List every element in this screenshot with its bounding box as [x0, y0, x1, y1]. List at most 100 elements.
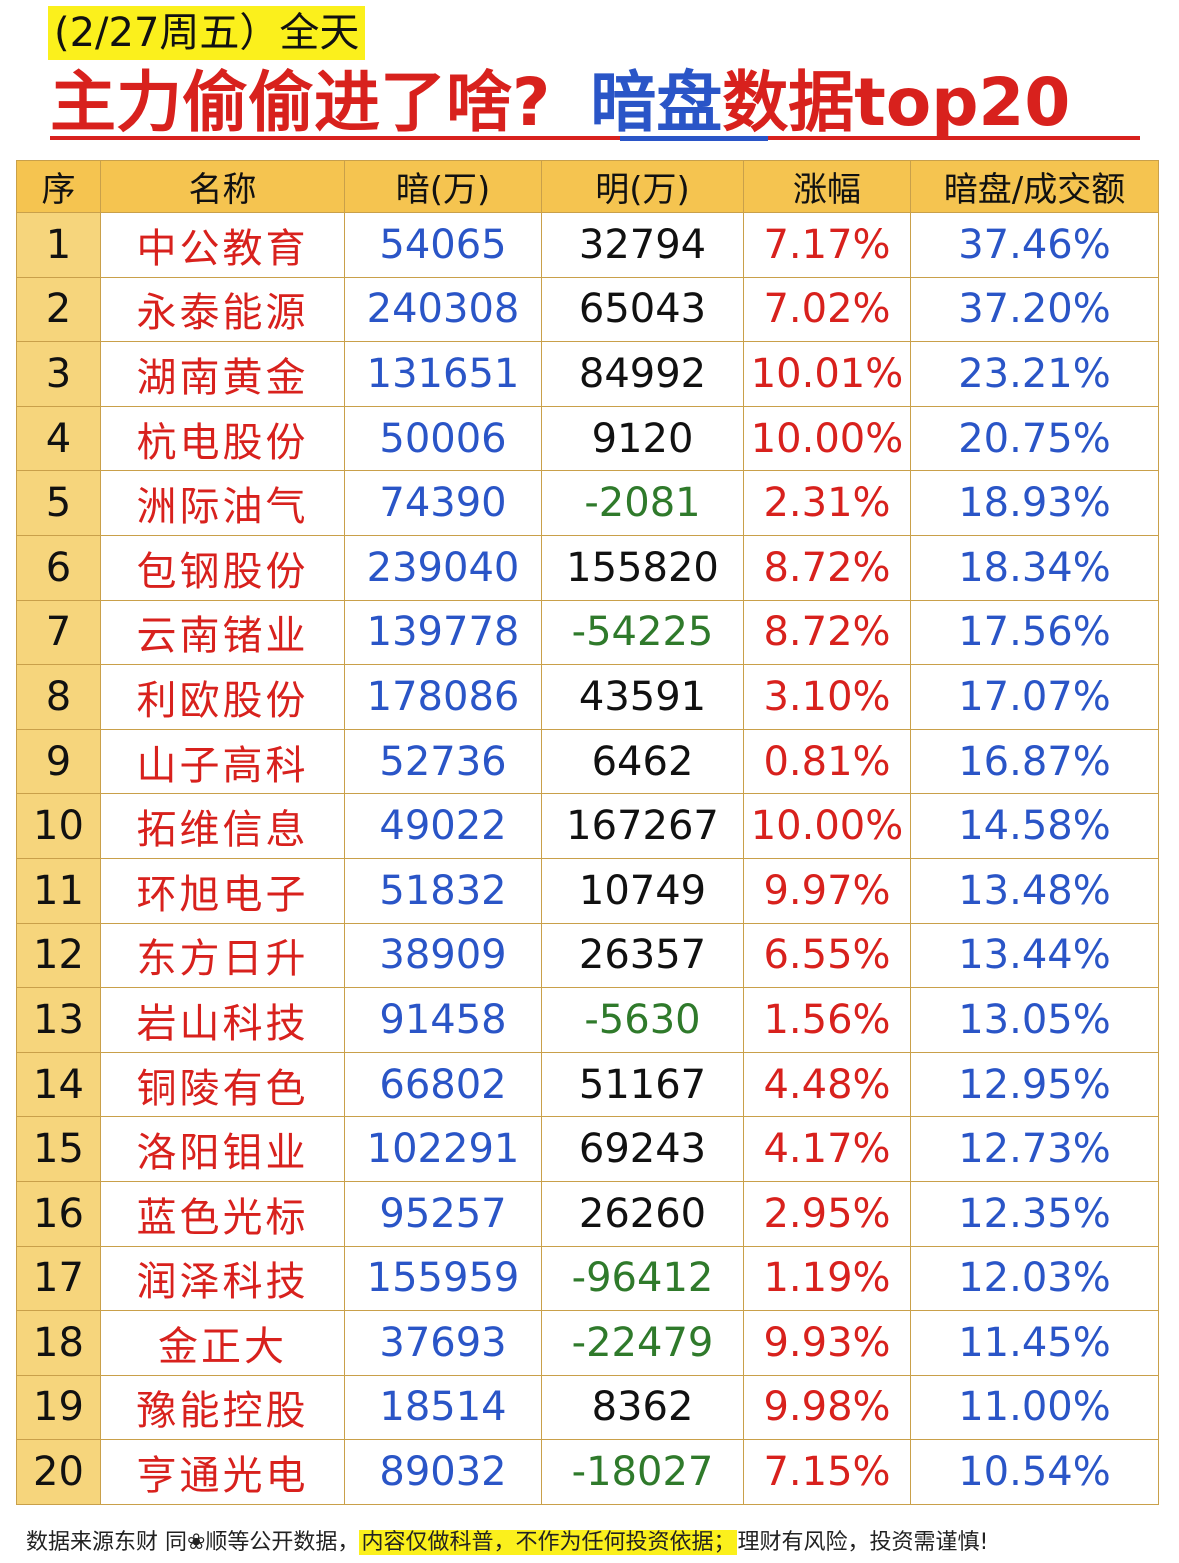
- cell-stock-name: 铜陵有色: [100, 1051, 345, 1118]
- cell-dark-ratio: 13.48%: [910, 857, 1159, 924]
- cell-stock-name: 中公教育: [100, 212, 345, 278]
- title-underline-highlight: [620, 136, 768, 141]
- cell-dark-ratio: 12.95%: [910, 1051, 1159, 1118]
- cell-dark-ratio: 10.54%: [910, 1439, 1159, 1505]
- cell-change-pct: 1.56%: [743, 987, 911, 1053]
- table-row: 12 东方日升 38909 26357 6.55% 13.44%: [16, 922, 1159, 989]
- cell-stock-name: 包钢股份: [100, 534, 345, 601]
- cell-open-amount: 6462: [541, 728, 744, 795]
- cell-index: 9: [16, 728, 101, 795]
- table-row: 2 永泰能源 240308 65043 7.02% 37.20%: [16, 276, 1159, 343]
- title-main: 主力偷偷进了啥?: [50, 64, 551, 141]
- cell-change-pct: 7.17%: [743, 212, 911, 278]
- table-row: 7 云南锗业 139778 -54225 8.72% 17.56%: [16, 599, 1159, 666]
- cell-index: 18: [16, 1310, 101, 1376]
- title-highlight: 暗盘: [590, 64, 723, 141]
- cell-dark-ratio: 12.35%: [910, 1180, 1159, 1247]
- title-underline-tail: [768, 136, 1140, 140]
- cell-dark-amount: 50006: [344, 405, 542, 472]
- cell-index: 19: [16, 1374, 101, 1441]
- cell-index: 10: [16, 793, 101, 859]
- footer-disclaimer: 内容仅做科普，不作为任何投资依据；: [359, 1530, 738, 1555]
- cell-index: 12: [16, 922, 101, 989]
- cell-dark-ratio: 11.45%: [910, 1310, 1159, 1376]
- cell-stock-name: 洲际油气: [100, 470, 345, 536]
- table-row: 3 湖南黄金 131651 84992 10.01% 23.21%: [16, 341, 1159, 407]
- cell-open-amount: 32794: [541, 212, 744, 278]
- cell-open-amount: 84992: [541, 341, 744, 407]
- table-row: 16 蓝色光标 95257 26260 2.95% 12.35%: [16, 1180, 1159, 1247]
- cell-dark-amount: 49022: [344, 793, 542, 859]
- cell-open-amount: 69243: [541, 1116, 744, 1182]
- cell-stock-name: 洛阳钼业: [100, 1116, 345, 1182]
- cell-stock-name: 岩山科技: [100, 987, 345, 1053]
- cell-dark-amount: 37693: [344, 1310, 542, 1376]
- cell-dark-ratio: 17.56%: [910, 599, 1159, 666]
- cell-dark-amount: 18514: [344, 1374, 542, 1441]
- cell-change-pct: 4.17%: [743, 1116, 911, 1182]
- cell-dark-amount: 178086: [344, 664, 542, 730]
- cell-index: 7: [16, 599, 101, 666]
- cell-dark-ratio: 17.07%: [910, 664, 1159, 730]
- cell-change-pct: 9.97%: [743, 857, 911, 924]
- cell-stock-name: 环旭电子: [100, 857, 345, 924]
- cell-open-amount: -2081: [541, 470, 744, 536]
- table-row: 14 铜陵有色 66802 51167 4.48% 12.95%: [16, 1051, 1159, 1118]
- table-row: 17 润泽科技 155959 -96412 1.19% 12.03%: [16, 1245, 1159, 1312]
- cell-change-pct: 9.98%: [743, 1374, 911, 1441]
- cell-change-pct: 10.01%: [743, 341, 911, 407]
- cell-change-pct: 2.31%: [743, 470, 911, 536]
- cell-stock-name: 利欧股份: [100, 664, 345, 730]
- cell-index: 15: [16, 1116, 101, 1182]
- cell-index: 5: [16, 470, 101, 536]
- cell-index: 13: [16, 987, 101, 1053]
- cell-dark-amount: 52736: [344, 728, 542, 795]
- table-row: 5 洲际油气 74390 -2081 2.31% 18.93%: [16, 470, 1159, 536]
- cell-dark-ratio: 20.75%: [910, 405, 1159, 472]
- cell-open-amount: 8362: [541, 1374, 744, 1441]
- cell-index: 2: [16, 276, 101, 343]
- cell-dark-amount: 51832: [344, 857, 542, 924]
- footer-note: 数据来源东财 同❀顺等公开数据，内容仅做科普，不作为任何投资依据；理财有风险，投…: [26, 1526, 988, 1560]
- cell-open-amount: 43591: [541, 664, 744, 730]
- cell-dark-ratio: 18.34%: [910, 534, 1159, 601]
- cell-open-amount: 155820: [541, 534, 744, 601]
- table-row: 15 洛阳钼业 102291 69243 4.17% 12.73%: [16, 1116, 1159, 1182]
- cell-open-amount: 51167: [541, 1051, 744, 1118]
- cell-dark-amount: 74390: [344, 470, 542, 536]
- table-row: 11 环旭电子 51832 10749 9.97% 13.48%: [16, 857, 1159, 924]
- cell-stock-name: 东方日升: [100, 922, 345, 989]
- cell-dark-ratio: 37.20%: [910, 276, 1159, 343]
- table-row: 9 山子高科 52736 6462 0.81% 16.87%: [16, 728, 1159, 795]
- title-tail: 数据top20: [722, 64, 1071, 141]
- cell-open-amount: 26260: [541, 1180, 744, 1247]
- cell-dark-ratio: 37.46%: [910, 212, 1159, 278]
- cell-index: 6: [16, 534, 101, 601]
- cell-open-amount: 26357: [541, 922, 744, 989]
- cell-open-amount: -22479: [541, 1310, 744, 1376]
- cell-open-amount: 167267: [541, 793, 744, 859]
- cell-change-pct: 10.00%: [743, 405, 911, 472]
- cell-open-amount: 10749: [541, 857, 744, 924]
- cell-stock-name: 亨通光电: [100, 1439, 345, 1505]
- cell-dark-amount: 102291: [344, 1116, 542, 1182]
- table-row: 6 包钢股份 239040 155820 8.72% 18.34%: [16, 534, 1159, 601]
- cell-open-amount: 9120: [541, 405, 744, 472]
- table-row: 13 岩山科技 91458 -5630 1.56% 13.05%: [16, 987, 1159, 1053]
- cell-index: 20: [16, 1439, 101, 1505]
- cell-change-pct: 8.72%: [743, 599, 911, 666]
- cell-stock-name: 云南锗业: [100, 599, 345, 666]
- cell-index: 14: [16, 1051, 101, 1118]
- cell-dark-ratio: 13.05%: [910, 987, 1159, 1053]
- cell-dark-amount: 66802: [344, 1051, 542, 1118]
- cell-change-pct: 0.81%: [743, 728, 911, 795]
- cell-dark-amount: 239040: [344, 534, 542, 601]
- cell-dark-amount: 54065: [344, 212, 542, 278]
- cell-change-pct: 4.48%: [743, 1051, 911, 1118]
- table-row: 1 中公教育 54065 32794 7.17% 37.46%: [16, 212, 1159, 278]
- cell-stock-name: 山子高科: [100, 728, 345, 795]
- cell-change-pct: 3.10%: [743, 664, 911, 730]
- cell-dark-amount: 131651: [344, 341, 542, 407]
- cell-dark-ratio: 12.03%: [910, 1245, 1159, 1312]
- table-header-row: 序 名称 暗(万) 明(万) 涨幅 暗盘/成交额: [16, 160, 1159, 213]
